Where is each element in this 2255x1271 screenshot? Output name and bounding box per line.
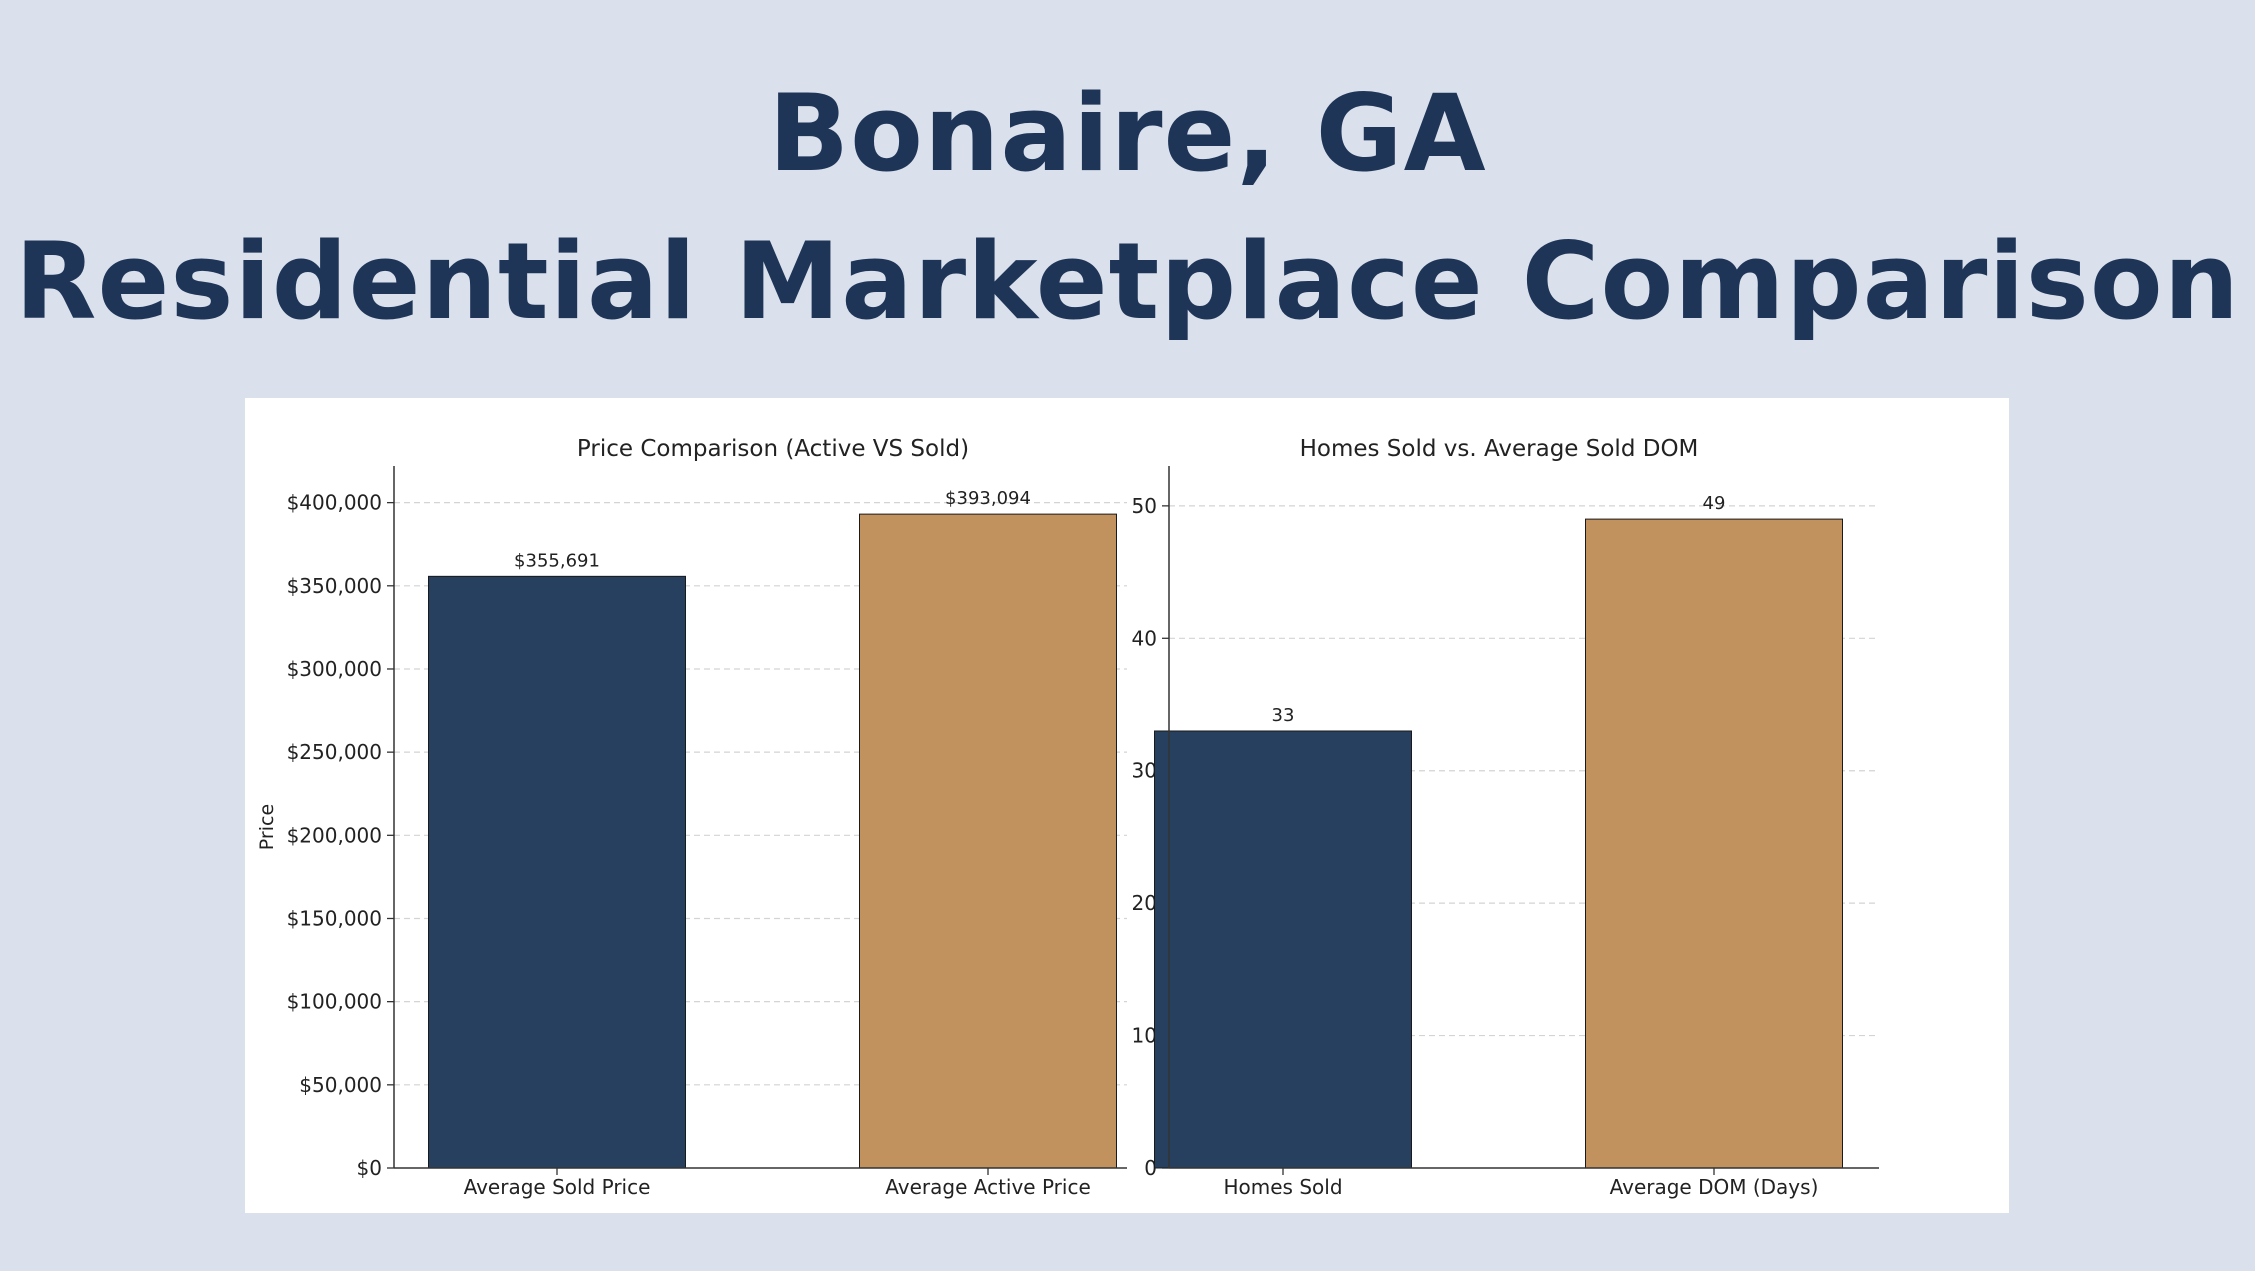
x-tick-label: Average Active Price: [885, 1175, 1091, 1199]
bar-value-label: $393,094: [945, 488, 1031, 509]
y-tick-label: $100,000: [287, 990, 382, 1014]
bar-1: [1154, 730, 1412, 1169]
chart-title: Price Comparison (Active VS Sold): [577, 436, 969, 462]
y-tick-label: $300,000: [287, 657, 382, 681]
y-tick-label: $250,000: [287, 740, 382, 764]
bar-value-label: $355,691: [514, 550, 600, 571]
price-comparison-svg: Price Comparison (Active VS Sold) $0 $50,0…: [256, 436, 1153, 1199]
y-tick-label: $400,000: [287, 491, 382, 515]
bar-1: [428, 575, 686, 1169]
homes-sold-dom-svg: Homes Sold vs. Average Sold DOM 0 10 20 30 40…: [1132, 436, 1879, 1199]
y-tick-label: $200,000: [287, 823, 382, 847]
title-line-2: Residential Marketplace Comparison: [14, 220, 2241, 343]
y-axis-label: Price: [256, 804, 278, 850]
y-tick-label: 40: [1132, 626, 1157, 650]
y-tick-label: $350,000: [287, 574, 382, 598]
y-tick-label: 0: [1144, 1156, 1157, 1180]
charts-panel: Price Comparison (Active VS Sold) $0 $50,0…: [245, 398, 2009, 1213]
bar-value-label: 33: [1272, 705, 1295, 726]
x-tick-label: Homes Sold: [1223, 1175, 1342, 1199]
bar-value-label: 49: [1703, 493, 1726, 514]
y-tick-label: 10: [1132, 1024, 1157, 1048]
y-tick-label: 20: [1132, 891, 1157, 915]
y-tick-label: $50,000: [299, 1073, 382, 1097]
homes-sold-dom-chart: Homes Sold vs. Average Sold DOM 0 10 20 30 40…: [1127, 398, 2009, 1213]
page-title: Bonaire, GA Residential Marketplace Comp…: [0, 60, 2255, 356]
x-tick-label: Average DOM (Days): [1610, 1175, 1819, 1199]
y-tick-label: $0: [357, 1156, 382, 1180]
chart-title: Homes Sold vs. Average Sold DOM: [1300, 436, 1699, 462]
y-tick-label: $150,000: [287, 906, 382, 930]
bar-2: [1585, 518, 1843, 1169]
y-tick-label: 50: [1132, 494, 1157, 518]
price-comparison-chart: Price Comparison (Active VS Sold) $0 $50,0…: [245, 398, 1153, 1213]
x-tick-label: Average Sold Price: [464, 1175, 651, 1199]
title-line-1: Bonaire, GA: [768, 72, 1487, 195]
y-tick-label: 30: [1132, 759, 1157, 783]
bar-2: [859, 513, 1117, 1169]
